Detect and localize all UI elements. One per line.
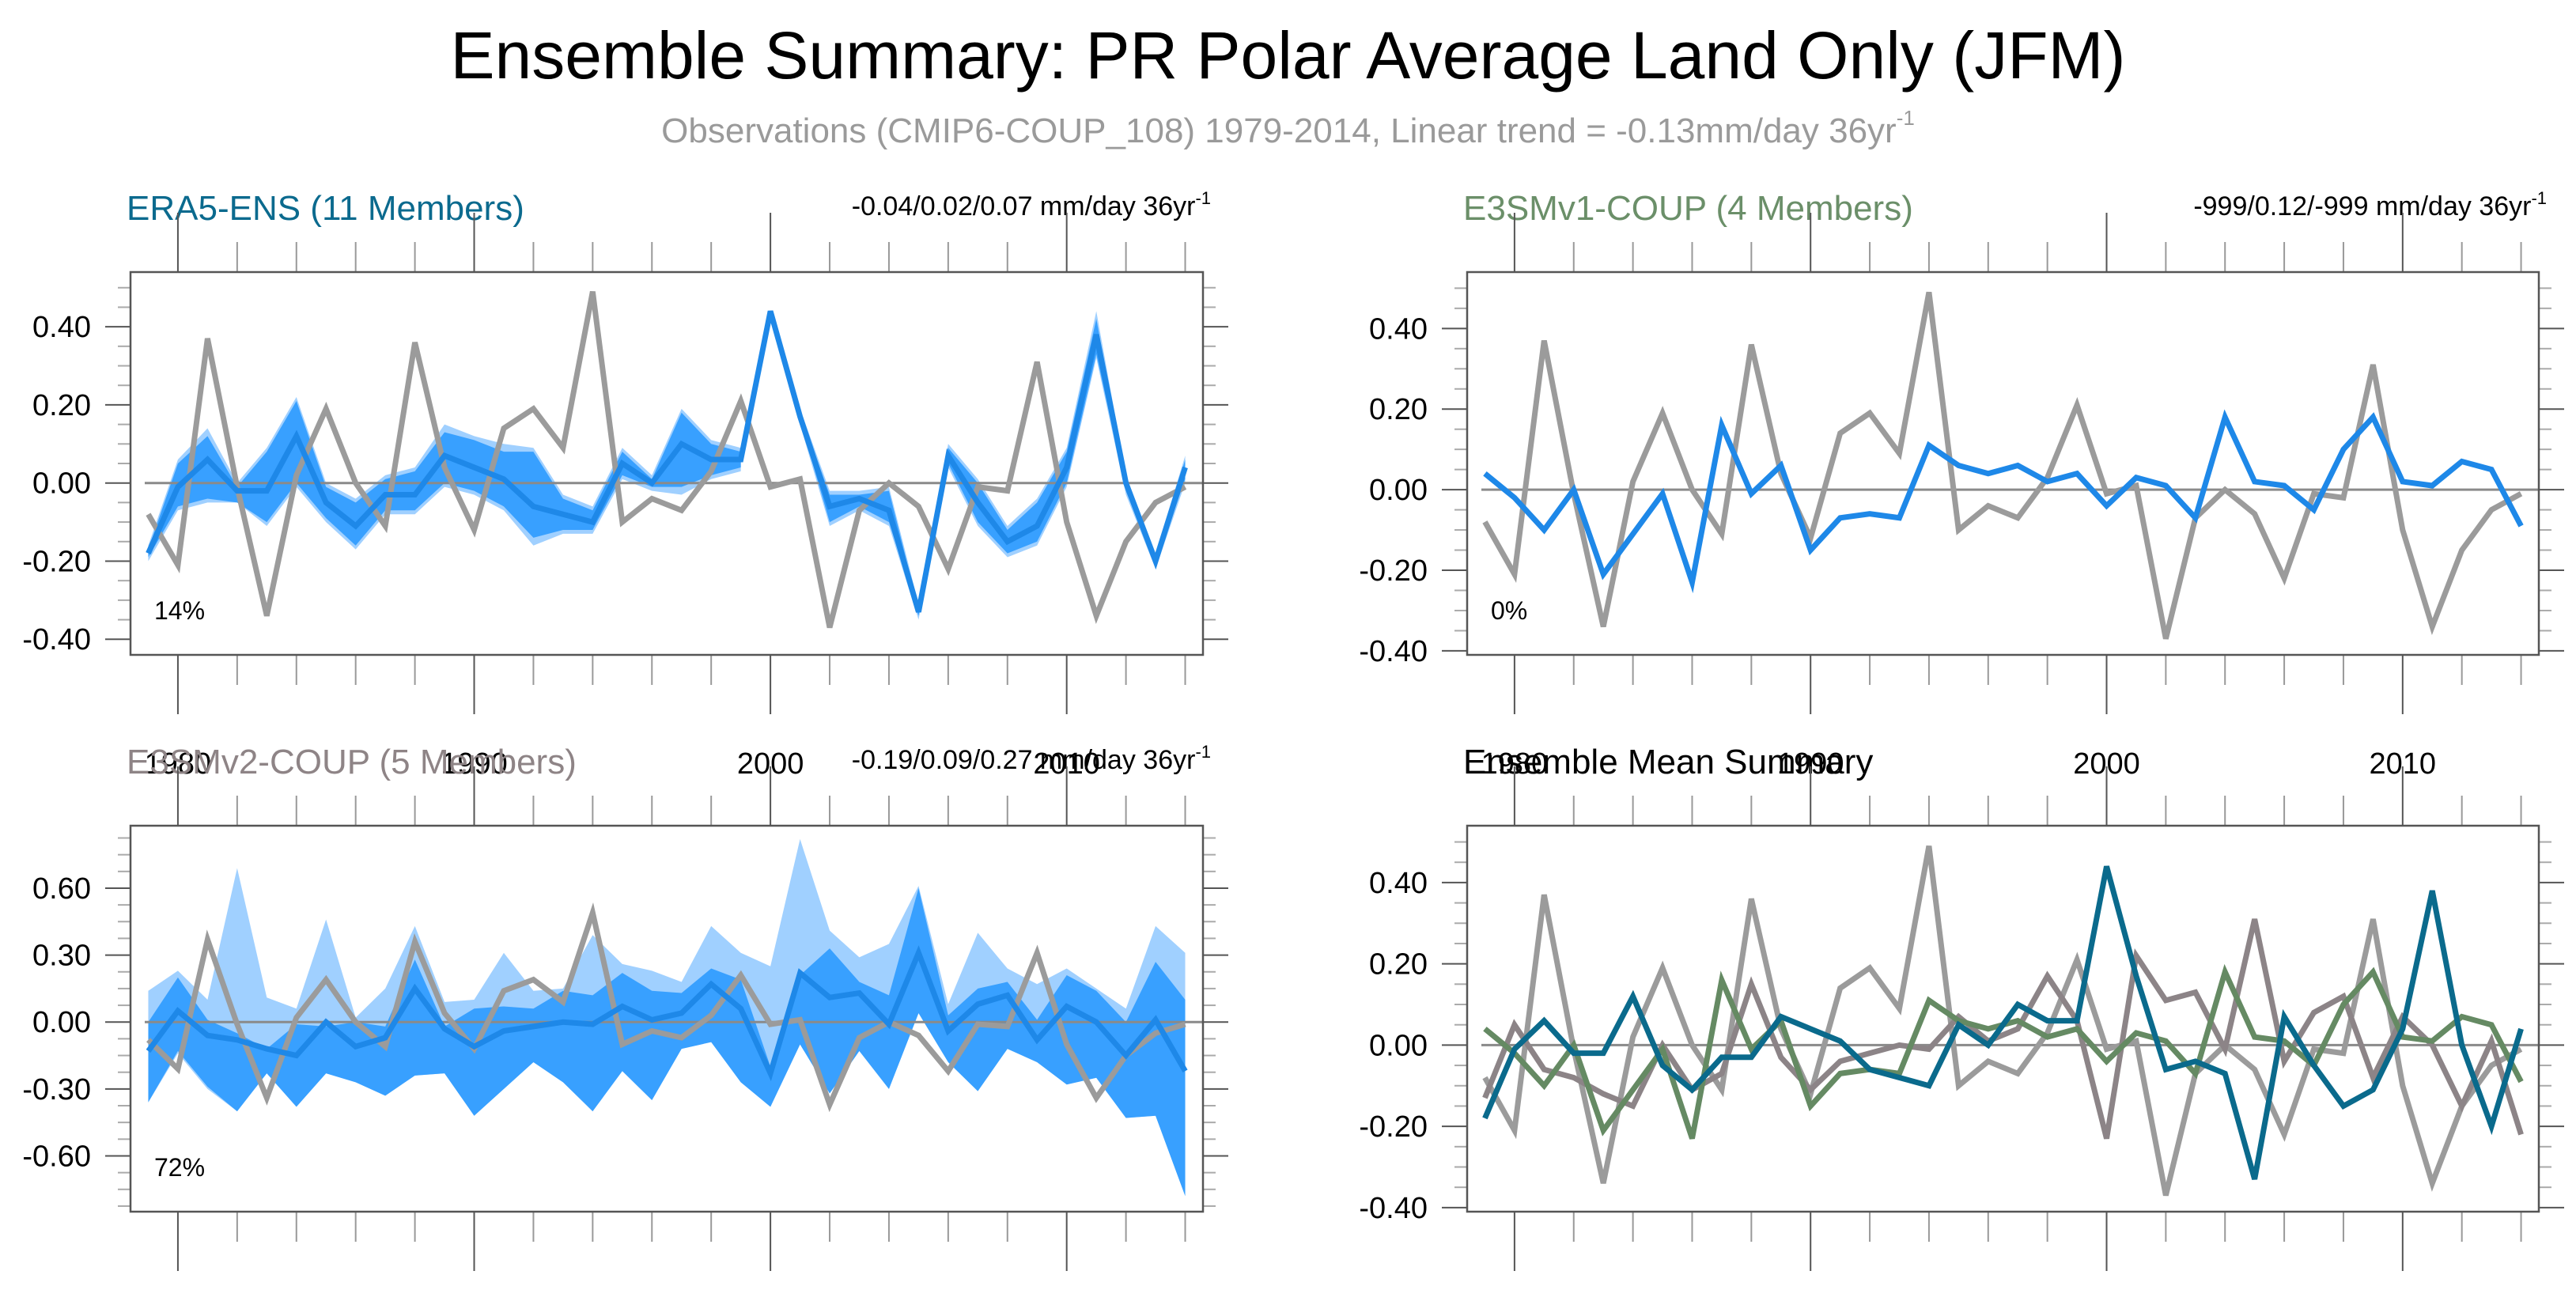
panel-title: ERA5-ENS (11 Members)	[127, 189, 524, 228]
panel-e3smv2: E3SMv2-COUP (5 Members) -0.19/0.09/0.27 m…	[22, 742, 1228, 1305]
series-line-era5-ens	[1482, 865, 2524, 1180]
y-tick-label: 0.60	[32, 872, 91, 906]
panel-title: E3SMv2-COUP (5 Members)	[127, 743, 577, 781]
y-tick-label: -0.40	[1359, 635, 1428, 668]
series-line-observations	[1482, 845, 2523, 1197]
y-tick-label: -0.30	[22, 1073, 91, 1106]
y-tick-label: -0.20	[1359, 554, 1428, 588]
ensemble-range-band	[800, 311, 1186, 620]
ensemble-mean-line	[1483, 409, 2524, 594]
panel-trend-text: -0.04/0.02/0.07 mm/day 36yr-1	[852, 188, 1211, 221]
ensemble-spread-band	[800, 319, 1186, 616]
panel-title: E3SMv1-COUP (4 Members)	[1463, 189, 1913, 228]
panel-summary: Ensemble Mean Summary1980199020002010-0.…	[1359, 743, 2564, 1305]
y-tick-label: 0.40	[32, 311, 91, 344]
y-tick-label: 0.00	[32, 467, 91, 501]
percent-label: 0%	[1491, 596, 1527, 625]
panel-era5: ERA5-ENS (11 Members) -0.04/0.02/0.07 mm/…	[22, 188, 1228, 781]
y-tick-label: 0.00	[1369, 474, 1428, 507]
panel-trend-text: -0.19/0.09/0.27 mm/day 36yr-1	[852, 742, 1211, 775]
y-tick-label: -0.40	[1359, 1192, 1428, 1225]
y-tick-label: 0.30	[32, 940, 91, 973]
percent-label: 14%	[154, 596, 205, 625]
figure-title: Ensemble Summary: PR Polar Average Land …	[450, 18, 2126, 93]
y-tick-label: 0.00	[32, 1006, 91, 1039]
y-tick-label: 0.20	[32, 389, 91, 422]
subtitle-superscript: -1	[1896, 106, 1915, 130]
plot-frame	[1466, 270, 2540, 656]
y-tick-label: -0.60	[22, 1140, 91, 1173]
figure-subtitle: Observations (CMIP6-COUP_108) 1979-2014,…	[0, 106, 2576, 151]
observations-line	[1482, 291, 2523, 640]
plot-frame	[129, 824, 1205, 1213]
y-tick-label: 0.20	[1369, 948, 1428, 982]
plot-frame	[1466, 824, 2540, 1213]
y-tick-label: -0.40	[22, 623, 91, 656]
plot-frame	[129, 270, 1205, 656]
y-tick-label: -0.20	[1359, 1110, 1428, 1144]
y-tick-label: 0.40	[1369, 312, 1428, 346]
ensemble-spread-band	[148, 887, 1186, 1197]
panel-title: Ensemble Mean Summary	[1463, 743, 1873, 781]
y-tick-label: 0.20	[1369, 393, 1428, 426]
ensemble-mean-line	[146, 310, 1188, 613]
y-tick-label: 0.40	[1369, 867, 1428, 900]
ensemble-mean-line	[146, 945, 1188, 1082]
percent-label: 72%	[154, 1153, 205, 1182]
y-tick-label: 0.00	[1369, 1029, 1428, 1062]
panel-e3smv1: E3SMv1-COUP (4 Members) -999/0.12/-999 mm…	[1359, 188, 2564, 781]
subtitle-text: Observations (CMIP6-COUP_108) 1979-2014,…	[661, 112, 1897, 150]
observations-line	[146, 291, 1187, 629]
y-tick-label: -0.20	[22, 545, 91, 578]
panel-trend-text: -999/0.12/-999 mm/day 36yr-1	[2193, 188, 2547, 221]
observations-line	[146, 902, 1186, 1113]
